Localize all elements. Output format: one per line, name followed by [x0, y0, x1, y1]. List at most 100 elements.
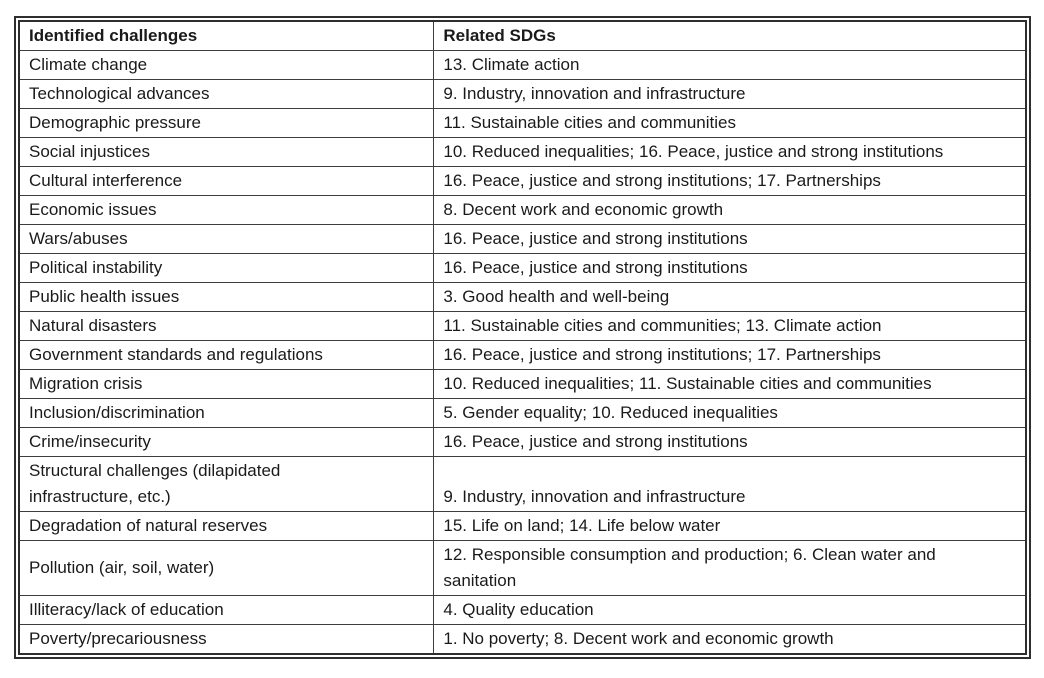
sdg-cell: 15. Life on land; 14. Life below water — [433, 511, 1027, 541]
challenge-cell: Economic issues — [18, 195, 435, 225]
sdg-text: 16. Peace, justice and strong institutio… — [443, 171, 881, 190]
challenge-cell: Structural challenges (dilapidated infra… — [18, 456, 435, 512]
sdg-cell: 13. Climate action — [433, 50, 1027, 80]
table-row: Pollution (air, soil, water) 12. Respons… — [18, 540, 1027, 596]
challenge-text: Political instability — [29, 258, 163, 277]
sdg-cell: 12. Responsible consumption and producti… — [433, 540, 1027, 596]
table-row: Structural challenges (dilapidated infra… — [18, 456, 1027, 512]
header-label: Identified challenges — [29, 26, 198, 45]
challenges-sdg-table: Identified challenges Related SDGs Clima… — [18, 20, 1027, 655]
sdg-text: 11. Sustainable cities and communities; … — [443, 316, 882, 335]
challenge-text: Social injustices — [29, 142, 150, 161]
challenge-cell: Public health issues — [18, 282, 435, 312]
challenge-text: Illiteracy/lack of education — [29, 600, 224, 619]
challenge-text: Demographic pressure — [29, 113, 201, 132]
header-cell-identified-challenges: Identified challenges — [18, 20, 435, 51]
challenge-text: Natural disasters — [29, 316, 157, 335]
sdg-cell: 4. Quality education — [433, 595, 1027, 625]
sdg-cell: 10. Reduced inequalities; 11. Sustainabl… — [433, 369, 1027, 399]
sdg-text: 16. Peace, justice and strong institutio… — [443, 229, 748, 248]
sdg-cell: 9. Industry, innovation and infrastructu… — [433, 79, 1027, 109]
table-row: Climate change 13. Climate action — [18, 50, 1027, 80]
challenge-text: Inclusion/discrimination — [29, 403, 205, 422]
table-row: Illiteracy/lack of education 4. Quality … — [18, 595, 1027, 625]
sdg-text: 4. Quality education — [443, 600, 594, 619]
table-row: Natural disasters 11. Sustainable cities… — [18, 311, 1027, 341]
sdg-text: 3. Good health and well-being — [443, 287, 670, 306]
challenge-cell: Political instability — [18, 253, 435, 283]
table-row: Technological advances 9. Industry, inno… — [18, 79, 1027, 109]
table-row: Economic issues 8. Decent work and econo… — [18, 195, 1027, 225]
challenge-cell: Wars/abuses — [18, 224, 435, 254]
sdg-cell: 9. Industry, innovation and infrastructu… — [433, 456, 1027, 512]
sdg-cell: 5. Gender equality; 10. Reduced inequali… — [433, 398, 1027, 428]
sdg-text: 12. Responsible consumption and producti… — [443, 545, 936, 590]
sdg-text: 16. Peace, justice and strong institutio… — [443, 258, 748, 277]
header-cell-related-sdgs: Related SDGs — [433, 20, 1027, 51]
table-row: Public health issues 3. Good health and … — [18, 282, 1027, 312]
sdg-cell: 16. Peace, justice and strong institutio… — [433, 253, 1027, 283]
table-row: Degradation of natural reserves 15. Life… — [18, 511, 1027, 541]
challenge-text: Crime/insecurity — [29, 432, 151, 451]
sdg-cell: 3. Good health and well-being — [433, 282, 1027, 312]
sdg-text: 10. Reduced inequalities; 11. Sustainabl… — [443, 374, 932, 393]
challenge-text: Pollution (air, soil, water) — [29, 558, 215, 577]
sdg-text: 5. Gender equality; 10. Reduced inequali… — [443, 403, 778, 422]
sdg-text: 9. Industry, innovation and infrastructu… — [443, 487, 746, 506]
challenge-cell: Social injustices — [18, 137, 435, 167]
sdg-text: 8. Decent work and economic growth — [443, 200, 724, 219]
challenge-text: Climate change — [29, 55, 148, 74]
sdg-text: 10. Reduced inequalities; 16. Peace, jus… — [443, 142, 944, 161]
challenge-cell: Climate change — [18, 50, 435, 80]
table-row: Political instability 16. Peace, justice… — [18, 253, 1027, 283]
table-row: Cultural interference 16. Peace, justice… — [18, 166, 1027, 196]
table-row: Social injustices 10. Reduced inequaliti… — [18, 137, 1027, 167]
challenge-text: Cultural interference — [29, 171, 183, 190]
sdg-text: 1. No poverty; 8. Decent work and econom… — [443, 629, 834, 648]
challenge-cell: Technological advances — [18, 79, 435, 109]
challenge-text: Economic issues — [29, 200, 157, 219]
challenge-cell: Natural disasters — [18, 311, 435, 341]
table-row: Poverty/precariousness 1. No poverty; 8.… — [18, 624, 1027, 655]
table-row: Wars/abuses 16. Peace, justice and stron… — [18, 224, 1027, 254]
table-row: Inclusion/discrimination 5. Gender equal… — [18, 398, 1027, 428]
challenge-cell: Illiteracy/lack of education — [18, 595, 435, 625]
challenge-text: Structural challenges (dilapidated infra… — [29, 461, 281, 506]
challenges-sdg-table-container: Identified challenges Related SDGs Clima… — [14, 16, 1031, 659]
challenge-cell: Degradation of natural reserves — [18, 511, 435, 541]
sdg-cell: 10. Reduced inequalities; 16. Peace, jus… — [433, 137, 1027, 167]
table-row: Demographic pressure 11. Sustainable cit… — [18, 108, 1027, 138]
challenge-text: Government standards and regulations — [29, 345, 323, 364]
sdg-text: 16. Peace, justice and strong institutio… — [443, 345, 881, 364]
challenge-text: Poverty/precariousness — [29, 629, 207, 648]
challenge-cell: Poverty/precariousness — [18, 624, 435, 655]
challenge-text: Degradation of natural reserves — [29, 516, 268, 535]
table-row: Crime/insecurity 16. Peace, justice and … — [18, 427, 1027, 457]
sdg-cell: 16. Peace, justice and strong institutio… — [433, 427, 1027, 457]
challenge-cell: Cultural interference — [18, 166, 435, 196]
sdg-text: 9. Industry, innovation and infrastructu… — [443, 84, 746, 103]
table-header-row: Identified challenges Related SDGs — [18, 20, 1027, 51]
sdg-cell: 11. Sustainable cities and communities — [433, 108, 1027, 138]
challenge-cell: Pollution (air, soil, water) — [18, 540, 435, 596]
challenge-text: Migration crisis — [29, 374, 143, 393]
challenge-text: Technological advances — [29, 84, 210, 103]
sdg-cell: 8. Decent work and economic growth — [433, 195, 1027, 225]
sdg-text: 13. Climate action — [443, 55, 580, 74]
header-label: Related SDGs — [443, 26, 556, 45]
challenge-cell: Government standards and regulations — [18, 340, 435, 370]
sdg-text: 16. Peace, justice and strong institutio… — [443, 432, 748, 451]
sdg-cell: 1. No poverty; 8. Decent work and econom… — [433, 624, 1027, 655]
challenge-cell: Crime/insecurity — [18, 427, 435, 457]
challenge-cell: Migration crisis — [18, 369, 435, 399]
sdg-cell: 11. Sustainable cities and communities; … — [433, 311, 1027, 341]
table-row: Migration crisis 10. Reduced inequalitie… — [18, 369, 1027, 399]
challenge-cell: Demographic pressure — [18, 108, 435, 138]
sdg-text: 11. Sustainable cities and communities — [443, 113, 736, 132]
challenge-text: Wars/abuses — [29, 229, 128, 248]
challenge-text: Public health issues — [29, 287, 180, 306]
sdg-text: 15. Life on land; 14. Life below water — [443, 516, 721, 535]
table-row: Government standards and regulations 16.… — [18, 340, 1027, 370]
sdg-cell: 16. Peace, justice and strong institutio… — [433, 166, 1027, 196]
